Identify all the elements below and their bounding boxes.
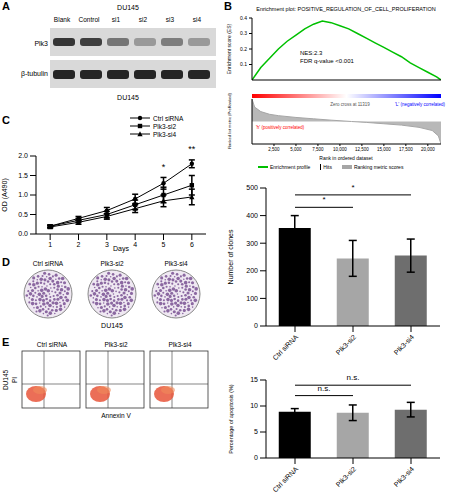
svg-text:7,500: 7,500 — [312, 147, 324, 152]
svg-text:12,500: 12,500 — [355, 147, 369, 152]
html-text:PI: PI — [10, 376, 18, 384]
svg-text:Ctrl siRNA: Ctrl siRNA — [271, 333, 299, 361]
html-text:NES:2.3: NES:2.3 — [300, 50, 323, 56]
svg-text:0.1: 0.1 — [240, 61, 247, 67]
html-text:Zero cross at 11319: Zero cross at 11319 — [330, 102, 370, 107]
html-text:Plk3-si4: Plk3-si4 — [164, 260, 188, 267]
svg-text:0: 0 — [254, 322, 258, 329]
svg-text:0.4: 0.4 — [240, 15, 247, 21]
html-text:Enrichment plot: POSITIVE_REGU: Enrichment plot: POSITIVE_REGULATION_OF_… — [256, 6, 436, 12]
svg-text:0.0: 0.0 — [18, 230, 28, 237]
html-text:FDR q-value <0.001: FDR q-value <0.001 — [300, 58, 354, 64]
html-text:β-tubulin: β-tubulin — [21, 70, 48, 77]
svg-text:2: 2 — [77, 241, 81, 248]
svg-text:Days: Days — [113, 245, 129, 253]
svg-text:0: 0 — [254, 454, 258, 461]
html-text:DU145: DU145 — [1, 369, 9, 391]
svg-text:500: 500 — [246, 184, 258, 191]
svg-text:OD (A490): OD (A490) — [8, 178, 9, 211]
svg-text:Percentage of apoptosis (%): Percentage of apoptosis (%) — [228, 384, 234, 454]
svg-text:1.0: 1.0 — [18, 191, 28, 198]
html-text:si1: si1 — [111, 16, 121, 23]
html-text:si3: si3 — [165, 16, 175, 23]
html-text:Blank: Blank — [53, 16, 71, 23]
html-text:Annexin V: Annexin V — [101, 412, 131, 419]
svg-text:10,000: 10,000 — [333, 147, 347, 152]
html-text:DU145: DU145 — [117, 94, 139, 101]
html-text:Ctrl siRNA: Ctrl siRNA — [153, 114, 184, 122]
html-text:'h' (positively correlated): 'h' (positively correlated) — [256, 125, 305, 130]
svg-text:10: 10 — [250, 402, 258, 409]
svg-text:Ctrl siRNA: Ctrl siRNA — [271, 465, 299, 493]
svg-text:*: * — [322, 195, 325, 204]
svg-text:100: 100 — [246, 295, 258, 302]
svg-text:4: 4 — [133, 241, 137, 248]
html-text:Ctrl siRNA: Ctrl siRNA — [32, 260, 64, 267]
svg-text:*: * — [162, 162, 166, 172]
html-text:si2: si2 — [138, 16, 148, 23]
html-text:'L' (negatively correlated): 'L' (negatively correlated) — [395, 102, 445, 107]
svg-text:200: 200 — [246, 267, 258, 274]
html-text:C: C — [2, 114, 10, 126]
svg-text:5,000: 5,000 — [290, 147, 302, 152]
svg-text:0.3: 0.3 — [240, 30, 247, 36]
svg-text:3: 3 — [105, 241, 109, 248]
html-text:E: E — [2, 336, 10, 348]
html-text:Ranked list metric (PreRanked): Ranked list metric (PreRanked) — [227, 93, 232, 149]
svg-text:n.s.: n.s. — [347, 373, 360, 382]
svg-text:2.0: 2.0 — [18, 152, 28, 159]
svg-text:0.5: 0.5 — [18, 211, 28, 218]
svg-text:300: 300 — [246, 240, 258, 247]
html-text:Plk3-si4: Plk3-si4 — [153, 130, 177, 138]
html-text:Plk3: Plk3 — [34, 40, 48, 47]
html-text:Rank in ordered dataset: Rank in ordered dataset — [319, 155, 373, 161]
svg-text:n.s.: n.s. — [318, 384, 331, 393]
svg-text:0.2: 0.2 — [240, 46, 247, 52]
html-text:D: D — [2, 256, 10, 268]
html-text:A: A — [2, 0, 10, 12]
html-text:B: B — [224, 0, 232, 12]
html-text:Plk3-si2: Plk3-si2 — [104, 341, 128, 348]
svg-text:**: ** — [188, 144, 196, 154]
svg-text:PIk3-si2: PIk3-si2 — [334, 465, 357, 488]
html-text:Plk3-si2: Plk3-si2 — [153, 122, 177, 130]
html-text:Hits: Hits — [323, 164, 332, 170]
html-text:Ctrl siRNA: Ctrl siRNA — [36, 341, 68, 348]
svg-text:Number of clones: Number of clones — [227, 229, 234, 284]
html-text:DU145: DU145 — [101, 322, 123, 329]
html-text:Plk3-si2: Plk3-si2 — [100, 260, 124, 267]
svg-text:1.5: 1.5 — [18, 172, 28, 179]
svg-text:6: 6 — [190, 241, 194, 248]
svg-text:PIk3-si4: PIk3-si4 — [392, 465, 415, 488]
svg-text:5: 5 — [162, 241, 166, 248]
html-text:Ranking metric scores: Ranking metric scores — [353, 164, 404, 170]
svg-text:2,500: 2,500 — [268, 147, 280, 152]
svg-text:15,000: 15,000 — [377, 147, 391, 152]
svg-text:1: 1 — [48, 241, 52, 248]
html-text:Plk3-si4: Plk3-si4 — [168, 341, 192, 348]
svg-text:*: * — [351, 183, 354, 192]
svg-text:Enrichment score (ES): Enrichment score (ES) — [226, 24, 232, 75]
svg-text:400: 400 — [246, 212, 258, 219]
svg-text:17,500: 17,500 — [399, 147, 413, 152]
html-text:Enrichment profile: Enrichment profile — [270, 164, 311, 170]
svg-text:PIk3-si4: PIk3-si4 — [392, 333, 415, 356]
svg-text:20,000: 20,000 — [421, 147, 435, 152]
svg-text:PIk3-si2: PIk3-si2 — [334, 333, 357, 356]
html-text:si4: si4 — [192, 16, 202, 23]
html-text:DU145: DU145 — [117, 4, 139, 11]
svg-text:5: 5 — [254, 428, 258, 435]
html-text:Control: Control — [78, 16, 100, 23]
svg-text:15: 15 — [250, 376, 258, 383]
